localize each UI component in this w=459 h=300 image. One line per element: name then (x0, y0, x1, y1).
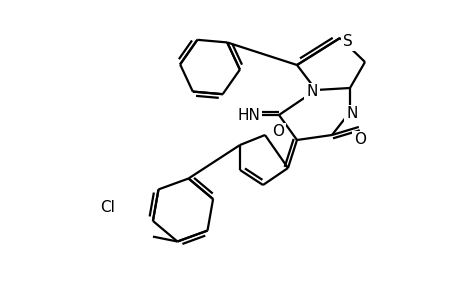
Text: N: N (306, 85, 317, 100)
Text: S: S (342, 34, 352, 50)
Text: O: O (271, 124, 283, 140)
Text: Cl: Cl (101, 200, 115, 214)
Text: N: N (346, 106, 357, 122)
Text: O: O (353, 133, 365, 148)
Text: HN: HN (237, 107, 260, 122)
